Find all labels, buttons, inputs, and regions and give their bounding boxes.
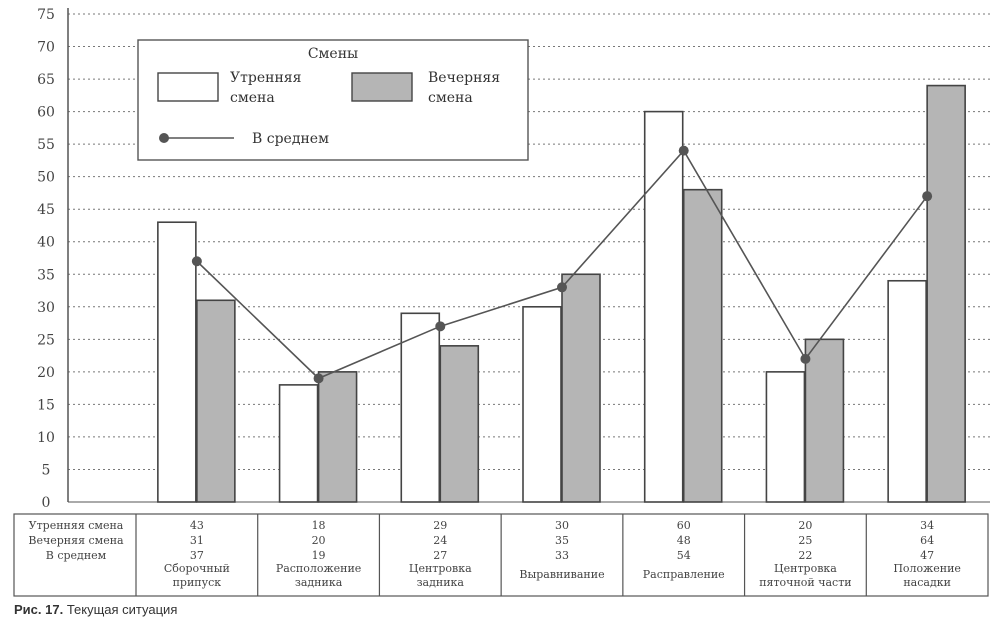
bar-morning-shift — [522, 305, 562, 503]
legend-title: Смены — [308, 46, 358, 62]
y-tick-label: 50 — [37, 170, 55, 186]
y-tick-label: 60 — [37, 105, 55, 121]
y-tick-label: 30 — [37, 300, 55, 316]
table-row-label: Вечерняя смена — [28, 534, 124, 547]
table-cell-value: 54 — [677, 549, 691, 562]
table-cell-value: 43 — [190, 519, 204, 532]
y-tick-label: 45 — [37, 202, 55, 218]
legend-label-evening: Вечерняя — [428, 70, 500, 86]
table-cell-value: 25 — [798, 534, 812, 547]
x-category-label: Центровка — [409, 562, 472, 575]
average-point — [922, 191, 933, 202]
table-cell-value: 27 — [433, 549, 447, 562]
legend-swatch-evening — [351, 72, 413, 102]
figure-caption: Рис. 17. Текущая ситуация — [14, 602, 177, 617]
table-cell-value: 34 — [920, 519, 934, 532]
average-point — [313, 373, 324, 384]
table-cell-value: 35 — [555, 534, 569, 547]
y-tick-label: 55 — [37, 137, 55, 153]
x-category-label: задника — [417, 576, 465, 589]
y-tick-label: 65 — [37, 72, 55, 88]
average-point — [557, 282, 567, 293]
table-cell-value: 18 — [312, 519, 326, 532]
table-cell-value: 22 — [798, 549, 812, 562]
x-category-label: Сборочный — [164, 562, 230, 575]
table-cell-value: 48 — [677, 534, 691, 547]
x-category-label: Положение — [893, 562, 961, 575]
caption-text: Текущая ситуация — [63, 602, 178, 617]
legend-swatch-morning — [157, 72, 219, 102]
bar-morning-shift — [887, 279, 927, 503]
y-tick-label: 75 — [37, 7, 55, 23]
x-category-label: Расположение — [276, 562, 362, 575]
x-category-label: Расправление — [643, 568, 725, 581]
average-point — [678, 145, 689, 156]
y-axis-ticks: 0 5 10 15 20 25 30 35 40 45 50 55 60 65 70 75 — [37, 7, 55, 511]
table-cell-value: 37 — [190, 549, 204, 562]
average-point — [191, 256, 202, 267]
bars — [157, 84, 966, 503]
average-line — [191, 145, 933, 384]
table-cell-value: 60 — [677, 519, 691, 532]
bar-morning-shift — [765, 371, 806, 503]
table-cell-value: 31 — [190, 534, 204, 547]
bar-evening-shift — [682, 188, 723, 503]
legend-label-morning: смена — [230, 90, 275, 106]
bar-evening-shift — [317, 371, 358, 503]
table-cell-value: 64 — [920, 534, 934, 547]
average-point — [435, 321, 446, 332]
table-cell-value: 20 — [312, 534, 326, 547]
y-tick-label: 10 — [37, 430, 55, 446]
x-category-label: Выравнивание — [519, 568, 604, 581]
table-cell-value: 30 — [555, 519, 569, 532]
table-cell-value: 24 — [433, 534, 447, 547]
caption-prefix: Рис. 17. — [14, 602, 64, 617]
bar-morning-shift — [278, 384, 319, 503]
bar-morning-shift — [157, 221, 197, 503]
x-category-label: пяточной части — [759, 576, 851, 589]
bar-evening-shift — [439, 345, 480, 503]
y-tick-label: 20 — [37, 365, 55, 381]
y-tick-label: 25 — [37, 332, 55, 348]
legend-swatch-average-point — [159, 133, 169, 143]
table-row-label: В среднем — [46, 549, 107, 562]
legend-label-morning: Утренняя — [230, 70, 302, 86]
y-tick-label: 35 — [37, 267, 55, 283]
y-tick-label: 15 — [37, 397, 55, 413]
table-cell-value: 20 — [798, 519, 812, 532]
y-tick-label: 5 — [42, 462, 51, 478]
y-tick-label: 40 — [37, 235, 55, 251]
bar-evening-shift — [804, 338, 845, 503]
bar-evening-shift — [561, 273, 601, 503]
y-tick-label: 0 — [42, 495, 51, 511]
table-cell-value: 33 — [555, 549, 569, 562]
bar-morning-shift — [400, 312, 441, 503]
y-tick-label: 70 — [37, 40, 55, 56]
legend: Смены Утренняя смена Вечерняя смена В среднем — [137, 39, 529, 161]
legend-label-average: В среднем — [252, 131, 329, 147]
average-point — [800, 353, 811, 364]
legend-label-evening: смена — [428, 90, 473, 106]
x-category-label: задника — [295, 576, 343, 589]
bar-evening-shift — [926, 84, 966, 503]
chart: 0 5 10 15 20 25 30 35 40 45 50 55 60 65 70 75 Смены Утре… — [13, 7, 990, 597]
table-cell-value: 19 — [312, 549, 326, 562]
bar-morning-shift — [643, 110, 684, 503]
x-category-label: припуск — [173, 576, 222, 589]
bar-evening-shift — [196, 299, 236, 503]
table-cell-value: 47 — [920, 549, 934, 562]
x-category-label: насадки — [903, 576, 951, 589]
table-row-label: Утренняя смена — [29, 519, 124, 532]
table-cell-value: 29 — [433, 519, 447, 532]
x-category-label: Центровка — [774, 562, 837, 575]
data-table: Утренняя смена Вечерняя смена В среднем 43 3… — [13, 513, 989, 597]
